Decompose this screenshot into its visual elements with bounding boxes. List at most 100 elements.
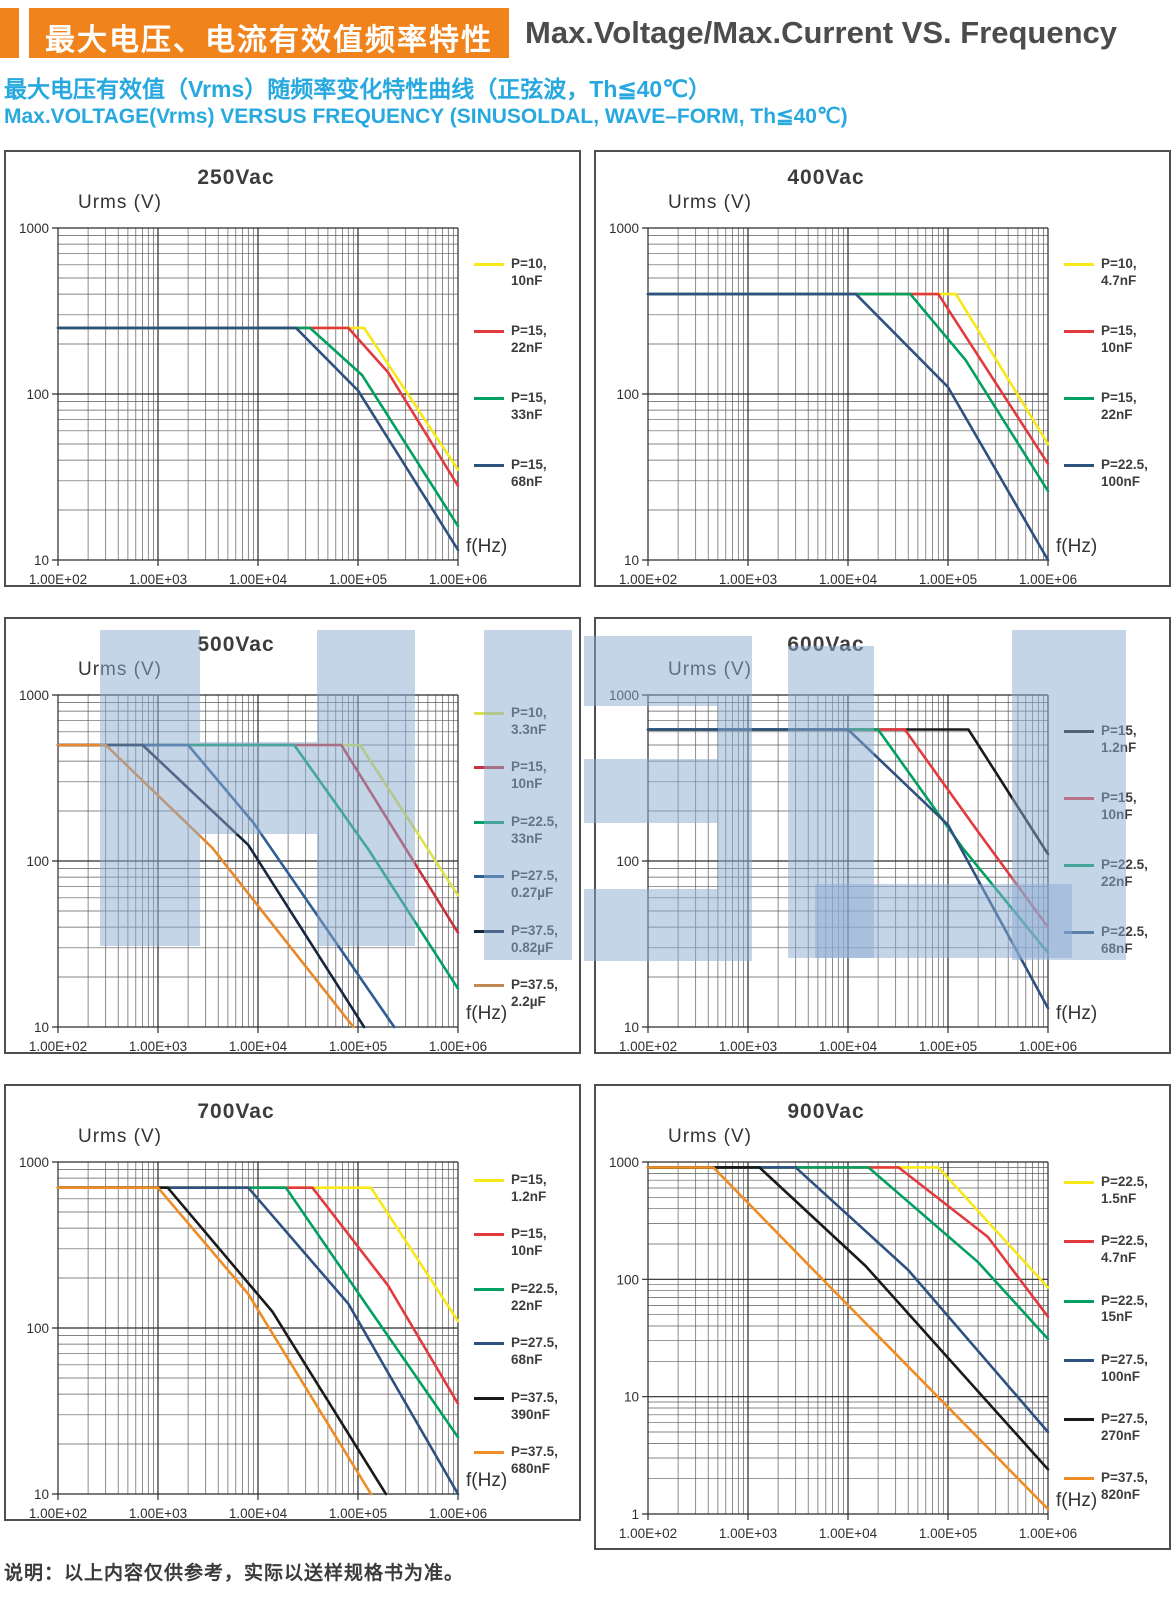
subtitle-en: Max.VOLTAGE(Vrms) VERSUS FREQUENCY (SINU… bbox=[4, 105, 848, 128]
legend-item: P=15, 22nF bbox=[474, 323, 578, 357]
chart-legend: P=10, 3.3nF P=15, 10nF P=22.5, 33nF P=27.5, 0.2… bbox=[474, 705, 578, 1011]
x-tick-label: 1.00E+05 bbox=[919, 1526, 977, 1541]
legend-swatch bbox=[1064, 1477, 1094, 1481]
x-tick-label: 1.00E+02 bbox=[29, 572, 87, 587]
legend-label: P=22.5, 33nF bbox=[511, 813, 558, 846]
legend-label: P=10, 3.3nF bbox=[511, 705, 547, 737]
legend-label: P=27.5, 0.27µF bbox=[511, 868, 558, 901]
chart-title: 700Vac bbox=[197, 1100, 275, 1123]
y-tick-label: 1000 bbox=[609, 688, 639, 703]
legend-swatch bbox=[1064, 330, 1094, 334]
legend-item: P=10, 10nF bbox=[474, 256, 578, 290]
chart-box-700Vac: 700Vac Urms (V) 1.00E+02 1.00E+03 1.00E+04 1.… bbox=[4, 1084, 581, 1521]
x-tick-label: 1.00E+02 bbox=[29, 1506, 87, 1521]
x-tick-label: 1.00E+03 bbox=[719, 1526, 777, 1541]
axis-tick-labels: 1.00E+02 1.00E+03 1.00E+04 1.00E+05 1.00E+06… bbox=[19, 688, 507, 1054]
legend-label: P=37.5, 390nF bbox=[511, 1389, 558, 1422]
y-axis-label: Urms (V) bbox=[78, 659, 162, 680]
legend-item: P=15, 1.2nF bbox=[474, 1172, 578, 1206]
legend-item: P=15, 1.2nF bbox=[1064, 723, 1168, 757]
legend-item: P=15, 22nF bbox=[1064, 390, 1168, 424]
footer-note: 说明：以上内容仅供参考，实际以送样规格书为准。 bbox=[4, 1563, 465, 1584]
legend-swatch bbox=[474, 766, 504, 770]
x-tick-label: 1.00E+06 bbox=[429, 1506, 487, 1521]
legend-item: P=10, 4.7nF bbox=[1064, 256, 1168, 290]
x-tick-label: 1.00E+02 bbox=[619, 1526, 677, 1541]
header-title-zh: 最大电压、电流有效值频率特性 bbox=[29, 8, 509, 58]
legend-label: P=37.5, 820nF bbox=[1101, 1470, 1148, 1503]
legend-swatch bbox=[474, 712, 504, 715]
chart-title: 500Vac bbox=[197, 633, 275, 656]
legend-swatch bbox=[1064, 797, 1094, 801]
series-curve-P=15, 68nF bbox=[56, 326, 460, 552]
x-tick-label: 1.00E+06 bbox=[1019, 1526, 1077, 1541]
y-tick-label: 1000 bbox=[609, 1155, 639, 1170]
legend-label: P=37.5, 2.2µF bbox=[511, 977, 558, 1010]
series-curve-P=37.5, 820nF bbox=[646, 1166, 1050, 1511]
legend-label: P=37.5, 0.82µF bbox=[511, 922, 558, 955]
x-tick-label: 1.00E+02 bbox=[619, 1039, 677, 1054]
x-tick-label: 1.00E+03 bbox=[129, 572, 187, 587]
legend-swatch bbox=[474, 984, 504, 988]
legend-swatch bbox=[1064, 730, 1094, 733]
x-axis-label: f(Hz) bbox=[1056, 1003, 1097, 1024]
x-tick-label: 1.00E+02 bbox=[619, 572, 677, 587]
x-tick-label: 1.00E+05 bbox=[329, 1506, 387, 1521]
plot-svg-600Vac: 1.00E+02 1.00E+03 1.00E+04 1.00E+05 1.00E+06… bbox=[609, 688, 1097, 1054]
x-axis-label: f(Hz) bbox=[1056, 536, 1097, 557]
x-tick-label: 1.00E+06 bbox=[429, 1039, 487, 1054]
x-tick-label: 1.00E+04 bbox=[229, 1506, 288, 1521]
legend-label: P=22.5, 22nF bbox=[1101, 857, 1148, 890]
axis-tick-labels: 1.00E+02 1.00E+03 1.00E+04 1.00E+05 1.00E+06… bbox=[609, 1155, 1097, 1541]
series-curve-P=27.5, 0.27µF bbox=[56, 743, 396, 1029]
x-tick-label: 1.00E+05 bbox=[919, 1039, 977, 1054]
legend-label: P=15, 33nF bbox=[511, 390, 547, 423]
chart-title: 600Vac bbox=[787, 633, 865, 656]
legend-label: P=22.5, 15nF bbox=[1101, 1292, 1148, 1325]
legend-swatch bbox=[1064, 263, 1094, 266]
grid bbox=[52, 227, 459, 566]
header-accent-bar bbox=[0, 8, 19, 58]
y-tick-label: 10 bbox=[624, 1020, 639, 1035]
legend-label: P=27.5, 270nF bbox=[1101, 1411, 1148, 1443]
legend-item: P=15, 68nF bbox=[474, 457, 578, 491]
y-tick-label: 10 bbox=[624, 1390, 639, 1405]
y-tick-label: 1000 bbox=[609, 221, 639, 236]
x-tick-label: 1.00E+03 bbox=[719, 572, 777, 587]
axis-tick-labels: 1.00E+02 1.00E+03 1.00E+04 1.00E+05 1.00E+06… bbox=[609, 688, 1097, 1054]
legend-item: P=15, 10nF bbox=[474, 1226, 578, 1260]
legend-swatch bbox=[474, 1233, 504, 1237]
legend-swatch bbox=[474, 875, 504, 879]
x-tick-label: 1.00E+03 bbox=[129, 1039, 187, 1054]
legend-label: P=22.5, 1.5nF bbox=[1101, 1174, 1148, 1206]
x-tick-label: 1.00E+06 bbox=[429, 572, 487, 587]
legend-swatch bbox=[1064, 864, 1094, 868]
legend-item: P=22.5, 22nF bbox=[474, 1281, 578, 1315]
legend-swatch bbox=[474, 464, 504, 468]
charts-grid: 250Vac Urms (V) 1.00E+02 1.00E+03 1.00E+04 1.… bbox=[4, 150, 1171, 1550]
y-tick-label: 100 bbox=[26, 854, 49, 869]
chart-box-250Vac: 250Vac Urms (V) 1.00E+02 1.00E+03 1.00E+04 1.… bbox=[4, 150, 581, 587]
legend-item: P=15, 10nF bbox=[474, 759, 578, 793]
x-axis-label: f(Hz) bbox=[466, 536, 507, 557]
legend-swatch bbox=[1064, 1240, 1094, 1244]
legend-item: P=22.5, 4.7nF bbox=[1064, 1233, 1168, 1267]
y-tick-label: 10 bbox=[624, 553, 639, 568]
x-tick-label: 1.00E+05 bbox=[329, 1039, 387, 1054]
legend-item: P=27.5, 0.27µF bbox=[474, 868, 578, 902]
axis-tick-labels: 1.00E+02 1.00E+03 1.00E+04 1.00E+05 1.00E+06… bbox=[609, 221, 1097, 587]
chart-legend: P=15, 1.2nF P=15, 10nF P=22.5, 22nF P=27.5, 68n… bbox=[474, 1172, 578, 1478]
legend-label: P=22.5, 22nF bbox=[511, 1280, 558, 1313]
y-tick-label: 100 bbox=[616, 854, 639, 869]
chart-legend: P=10, 10nF P=15, 22nF P=15, 33nF P=15, 68nF bbox=[474, 256, 578, 491]
legend-label: P=15, 10nF bbox=[511, 1226, 547, 1259]
legend-swatch bbox=[1064, 931, 1094, 935]
legend-label: P=15, 10nF bbox=[511, 759, 547, 792]
page-header: 最大电压、电流有效值频率特性 Max.Voltage/Max.Current V… bbox=[0, 8, 1173, 58]
x-axis-label: f(Hz) bbox=[466, 1470, 507, 1491]
grid bbox=[642, 1161, 1049, 1520]
y-tick-label: 1000 bbox=[19, 688, 49, 703]
x-tick-label: 1.00E+03 bbox=[129, 1506, 187, 1521]
legend-item: P=37.5, 2.2µF bbox=[474, 977, 578, 1011]
